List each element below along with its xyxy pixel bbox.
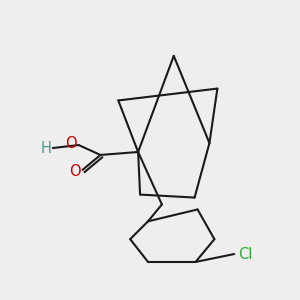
Text: O: O: [65, 136, 76, 151]
Text: H: H: [40, 140, 51, 155]
Text: O: O: [69, 164, 80, 179]
Text: Cl: Cl: [238, 247, 252, 262]
